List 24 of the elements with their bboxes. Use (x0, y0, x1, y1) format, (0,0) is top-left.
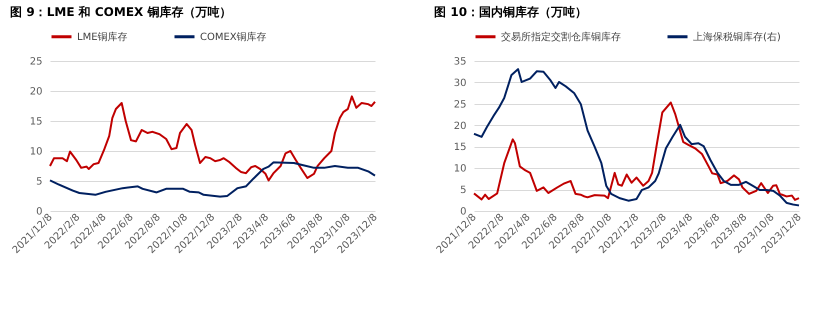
y-tick-label: 15 (454, 142, 466, 154)
line-series (473, 68, 800, 206)
legend-label: 上海保税铜库存(右) (693, 30, 781, 43)
y-tick-label: 20 (30, 86, 42, 98)
y-tick-label: 0 (460, 206, 466, 218)
y-tick-label: 15 (30, 116, 42, 128)
y-tick-label: 10 (30, 146, 42, 158)
chart-title: 图 9：LME 和 COMEX 铜库存（万吨） (10, 5, 232, 19)
y-tick-label: 10 (454, 164, 466, 175)
y-tick-label: 35 (454, 56, 466, 68)
line-series (49, 161, 376, 198)
y-tick-label: 5 (36, 176, 42, 188)
y-tick-label: 25 (454, 99, 466, 110)
y-tick-label: 25 (30, 56, 42, 68)
y-tick-label: 30 (454, 78, 466, 89)
y-tick-label: 0 (36, 206, 42, 218)
legend-label: LME铜库存 (77, 30, 128, 43)
y-tick-label: 5 (460, 185, 466, 196)
legend-label: COMEX铜库存 (200, 30, 267, 43)
line-series (473, 102, 800, 201)
y-tick-label: 20 (454, 120, 466, 132)
chart-title: 图 10：国内铜库存（万吨） (434, 5, 588, 19)
line-series (49, 95, 376, 182)
legend-label: 交易所指定交割仓库铜库存 (501, 30, 621, 43)
